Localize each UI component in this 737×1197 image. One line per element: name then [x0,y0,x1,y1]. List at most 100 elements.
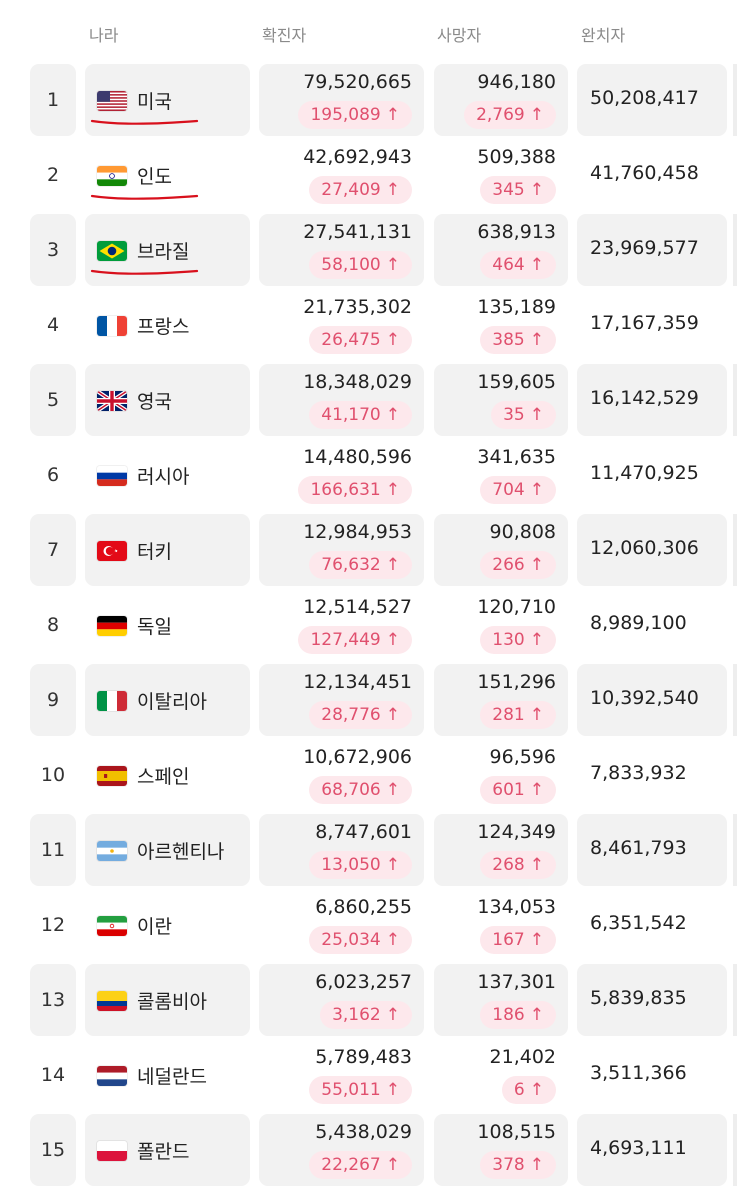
deaths-increase-badge: 2,769 ↑ [464,101,556,129]
deaths-cell: 120,710 130 ↑ [434,589,568,661]
confirmed-increase-value: 27,409 [321,180,381,200]
clipped-column-edge [733,64,737,136]
colombia-flag-icon [97,991,127,1011]
clipped-column-edge [733,514,737,586]
country-cell[interactable]: 스페인 [85,739,250,811]
country-cell[interactable]: 영국 [85,364,250,436]
country-name: 인도 [137,166,172,188]
confirmed-increase-value: 76,632 [321,555,381,575]
table-row[interactable]: 4 프랑스 21,735,302 26,475 ↑ 135,189 385 ↑ 17,167,3… [0,289,737,361]
country-cell[interactable]: 아르헨티나 [85,814,250,886]
arrow-up-icon: ↑ [529,1005,544,1025]
arrow-up-icon: ↑ [529,180,544,200]
deaths-increase-value: 35 [503,405,525,425]
rank-cell: 1 [30,64,76,136]
country-name: 터키 [137,541,172,563]
confirmed-increase-badge: 27,409 ↑ [309,176,412,204]
italy-flag-icon [97,691,127,711]
country-cell[interactable]: 브라질 [85,214,250,286]
deaths-count: 134,053 [477,896,556,918]
table-row[interactable]: 13 콜롬비아 6,023,257 3,162 ↑ 137,301 186 ↑ 5,839,83… [0,964,737,1036]
table-row[interactable]: 7 터키 12,984,953 76,632 ↑ 90,808 266 ↑ 12,060,306 [0,514,737,586]
confirmed-increase-badge: 76,632 ↑ [309,551,412,579]
deaths-cell: 135,189 385 ↑ [434,289,568,361]
table-row[interactable]: 15 폴란드 5,438,029 22,267 ↑ 108,515 378 ↑ 4,693,11… [0,1114,737,1186]
table-row[interactable]: 9 이탈리아 12,134,451 28,776 ↑ 151,296 281 ↑ 10,392,… [0,664,737,736]
deaths-cell: 124,349 268 ↑ [434,814,568,886]
country-cell[interactable]: 콜롬비아 [85,964,250,1036]
table-row[interactable]: 10 스페인 10,672,906 68,706 ↑ 96,596 601 ↑ 7,833,93… [0,739,737,811]
deaths-increase-badge: 35 ↑ [491,401,556,429]
table-row[interactable]: 12 이란 6,860,255 25,034 ↑ 134,053 167 ↑ 6,351,542 [0,889,737,961]
confirmed-cell: 5,789,483 55,011 ↑ [259,1039,424,1111]
arrow-up-icon: ↑ [385,780,400,800]
arrow-up-icon: ↑ [529,105,544,125]
arrow-up-icon: ↑ [385,330,400,350]
clipped-column-edge [733,964,737,1036]
table-row[interactable]: 2 인도 42,692,943 27,409 ↑ 509,388 345 ↑ 41,760,45… [0,139,737,211]
confirmed-increase-value: 41,170 [321,405,381,425]
recovered-cell: 17,167,359 [577,289,727,361]
arrow-up-icon: ↑ [385,1005,400,1025]
table-row[interactable]: 3 브라질 27,541,131 58,100 ↑ 638,913 464 ↑ 23,969,5… [0,214,737,286]
arrow-up-icon: ↑ [385,930,400,950]
country-name: 프랑스 [137,316,190,338]
recovered-count: 10,392,540 [590,687,699,709]
table-row[interactable]: 14 네덜란드 5,789,483 55,011 ↑ 21,402 6 ↑ 3,511,366 [0,1039,737,1111]
deaths-cell: 638,913 464 ↑ [434,214,568,286]
rank-cell: 12 [40,914,66,936]
country-cell[interactable]: 미국 [85,64,250,136]
deaths-increase-badge: 378 ↑ [480,1151,556,1179]
confirmed-count: 14,480,596 [303,446,412,468]
country-name: 스페인 [137,766,190,788]
country-cell[interactable]: 인도 [85,139,250,211]
confirmed-increase-value: 25,034 [321,930,381,950]
country-cell[interactable]: 독일 [85,589,250,661]
deaths-count: 135,189 [477,296,556,318]
confirmed-increase-value: 13,050 [321,855,381,875]
country-cell[interactable]: 이탈리아 [85,664,250,736]
country-name: 독일 [137,616,172,638]
confirmed-cell: 79,520,665 195,089 ↑ [259,64,424,136]
country-cell[interactable]: 네덜란드 [85,1039,250,1111]
country-cell[interactable]: 프랑스 [85,289,250,361]
country-cell[interactable]: 터키 [85,514,250,586]
netherlands-flag-icon [97,1066,127,1086]
recovered-cell: 8,989,100 [577,589,727,661]
confirmed-increase-value: 26,475 [321,330,381,350]
table-row[interactable]: 8 독일 12,514,527 127,449 ↑ 120,710 130 ↑ 8,989,10… [0,589,737,661]
country-cell[interactable]: 폴란드 [85,1114,250,1186]
deaths-increase-badge: 281 ↑ [480,701,556,729]
country-name: 브라질 [137,241,190,263]
recovered-cell: 23,969,577 [577,214,727,286]
deaths-cell: 159,605 35 ↑ [434,364,568,436]
country-cell[interactable]: 이란 [85,889,250,961]
deaths-increase-badge: 6 ↑ [501,1076,556,1104]
turkey-flag-icon [97,541,127,561]
table-row[interactable]: 6 러시아 14,480,596 166,631 ↑ 341,635 704 ↑ 11,470,… [0,439,737,511]
deaths-increase-badge: 266 ↑ [480,551,556,579]
country-cell[interactable]: 러시아 [85,439,250,511]
confirmed-cell: 21,735,302 26,475 ↑ [259,289,424,361]
country-name: 콜롬비아 [137,991,207,1013]
brazil-flag-icon [97,241,127,261]
confirmed-cell: 12,514,527 127,449 ↑ [259,589,424,661]
arrow-up-icon: ↑ [385,555,400,575]
deaths-cell: 134,053 167 ↑ [434,889,568,961]
red-underline-annotation [90,119,199,125]
confirmed-count: 42,692,943 [303,146,412,168]
deaths-count: 96,596 [489,746,556,768]
table-row[interactable]: 5 영국 18,348,029 41,170 ↑ 159,605 35 ↑ 16,142,529 [0,364,737,436]
confirmed-cell: 12,134,451 28,776 ↑ [259,664,424,736]
iran-flag-icon [97,916,127,936]
deaths-count: 638,913 [477,221,556,243]
deaths-increase-value: 130 [492,630,525,650]
confirmed-count: 79,520,665 [303,71,412,93]
table-row[interactable]: 1 미국 79,520,665 195,089 ↑ 946,180 2,769 ↑ 50,208… [0,64,737,136]
rank-cell: 2 [46,164,60,186]
confirmed-cell: 42,692,943 27,409 ↑ [259,139,424,211]
table-row[interactable]: 11 아르헨티나 8,747,601 13,050 ↑ 124,349 268 ↑ 8,461,… [0,814,737,886]
recovered-count: 12,060,306 [590,537,699,559]
confirmed-count: 27,541,131 [303,221,412,243]
confirmed-increase-value: 68,706 [321,780,381,800]
